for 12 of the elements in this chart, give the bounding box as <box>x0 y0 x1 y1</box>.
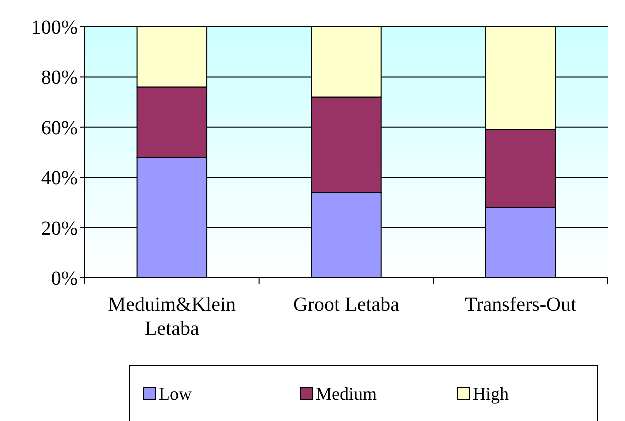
y-tick-label: 80% <box>41 67 78 90</box>
legend-label: High <box>473 384 509 404</box>
x-tick-label: Meduim&Klein Letaba <box>108 294 236 340</box>
legend-label: Low <box>159 384 192 404</box>
x-tick-label: Transfers-Out <box>465 294 578 316</box>
y-tick-label: 40% <box>41 168 78 190</box>
legend-label: Medium <box>316 384 377 404</box>
y-tick-label: 0% <box>51 268 78 290</box>
y-tick-label: 100% <box>31 17 78 39</box>
y-tick-label: 60% <box>41 117 78 140</box>
y-tick-label: 20% <box>41 218 78 240</box>
x-tick-label: Groot Letaba <box>293 294 400 316</box>
